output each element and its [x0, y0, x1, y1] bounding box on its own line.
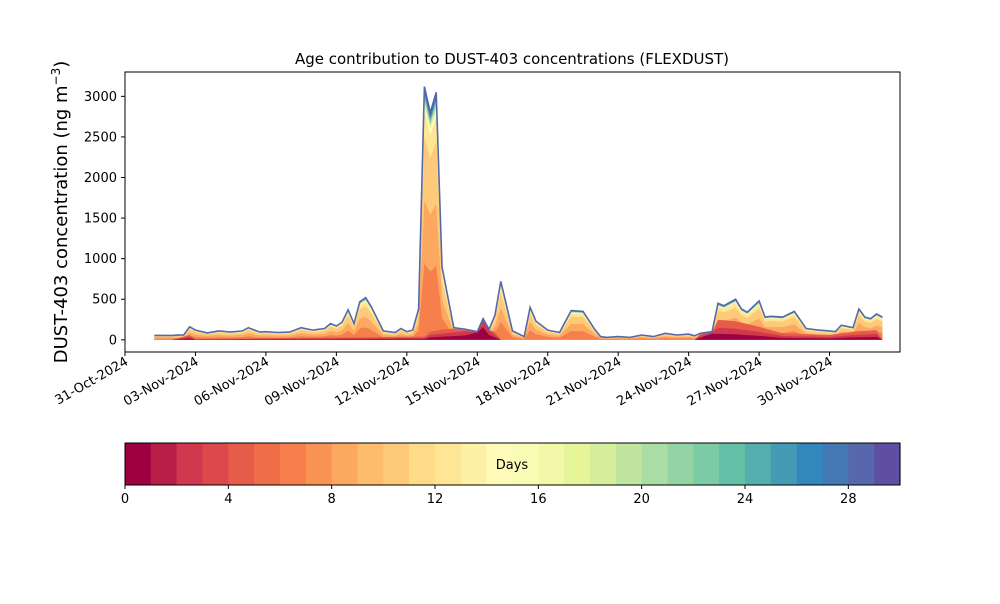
colorbar-swatch: [202, 443, 229, 485]
x-axis: 31-Oct-202403-Nov-202406-Nov-202409-Nov-…: [53, 352, 836, 409]
young-band-2: [154, 327, 883, 340]
colorbar-label: Days: [496, 458, 529, 473]
colorbar-swatch: [512, 443, 539, 485]
colorbar-swatch: [150, 443, 178, 485]
x-tick-label: 24-Nov-2024: [614, 354, 694, 409]
x-tick-label: 27-Nov-2024: [685, 354, 765, 409]
colorbar-swatch: [176, 443, 204, 485]
colorbar-swatch: [848, 443, 875, 485]
colorbar-tick-label: 12: [427, 492, 444, 507]
colorbar-swatch: [874, 443, 901, 485]
x-tick-label: 12-Nov-2024: [333, 354, 413, 409]
colorbar-tick-label: 4: [224, 492, 232, 507]
colorbar-tick-label: 24: [737, 492, 754, 507]
colorbar-swatch: [409, 443, 436, 485]
colorbar-swatch: [228, 443, 255, 485]
colorbar-tick-label: 28: [840, 492, 857, 507]
x-tick-label: 03-Nov-2024: [121, 354, 201, 409]
colorbar-tick-label: 8: [328, 492, 336, 507]
x-tick-label: 09-Nov-2024: [262, 354, 342, 409]
colorbar-tick-label: 0: [121, 492, 129, 507]
colorbar-tick-label: 20: [633, 492, 650, 507]
x-tick-label: 21-Nov-2024: [544, 354, 624, 409]
colorbar-swatch: [435, 443, 462, 485]
colorbar-swatch: [331, 443, 359, 485]
y-tick-label: 0: [109, 333, 117, 348]
colorbar-swatch: [822, 443, 849, 485]
x-tick-label: 30-Nov-2024: [755, 354, 835, 409]
age-band-4: [154, 104, 883, 340]
colorbar-swatch: [770, 443, 798, 485]
x-tick-label: 06-Nov-2024: [192, 354, 272, 409]
colorbar-swatch: [254, 443, 281, 485]
age-band-1: [154, 90, 883, 340]
colorbar-swatch: [125, 443, 152, 485]
y-axis: 0 500 1000 1500 2000 2500 3000: [84, 90, 125, 348]
plot-frame: [124, 71, 901, 353]
colorbar-swatch: [357, 443, 384, 485]
age-band-5: [154, 111, 883, 340]
x-tick-label: 18-Nov-2024: [473, 354, 553, 409]
colorbar-swatch: [538, 443, 565, 485]
colorbar-swatch: [615, 443, 643, 485]
colorbar-swatch: [745, 443, 772, 485]
colorbar-frame: [124, 442, 901, 486]
y-tick-label: 1500: [84, 212, 117, 227]
colorbar-swatch: [693, 443, 720, 485]
young-band-0: [154, 319, 883, 340]
young-band-1: [154, 320, 883, 340]
colorbar: [125, 443, 901, 485]
chart-title: Age contribution to DUST-403 concentrati…: [295, 50, 729, 68]
colorbar-swatch: [305, 443, 333, 485]
y-axis-label-exponent: −3: [49, 68, 63, 86]
y-axis-label-text: DUST-403 concentration (ng m: [51, 85, 72, 363]
colorbar-swatch: [383, 443, 410, 485]
colorbar-swatch: [796, 443, 824, 485]
y-axis-label: DUST-403 concentration (ng m−3): [49, 61, 72, 364]
colorbar-swatch: [564, 443, 591, 485]
colorbar-swatch: [641, 443, 669, 485]
colorbar-tick-label: 16: [530, 492, 547, 507]
colorbar-swatch: [486, 443, 514, 485]
age-band-0: [154, 86, 883, 340]
y-tick-label: 2000: [84, 171, 117, 186]
y-tick-label: 2500: [84, 130, 117, 145]
plot-area: [154, 86, 883, 340]
x-tick-label: 15-Nov-2024: [403, 354, 483, 409]
colorbar-swatch: [719, 443, 746, 485]
y-tick-label: 1000: [84, 252, 117, 267]
colorbar-swatch: [667, 443, 694, 485]
total-line: [154, 86, 883, 339]
colorbar-swatch: [590, 443, 617, 485]
y-axis-label-close: ): [51, 61, 72, 68]
colorbar-ticks: 0 4 8 12 16 20 24 28: [121, 485, 857, 507]
age-band-6: [154, 137, 883, 340]
y-tick-label: 3000: [84, 90, 117, 105]
colorbar-swatch: [280, 443, 307, 485]
y-tick-label: 500: [92, 293, 117, 308]
age-band-3: [154, 99, 883, 340]
colorbar-swatch: [460, 443, 488, 485]
age-band-2: [154, 94, 883, 340]
